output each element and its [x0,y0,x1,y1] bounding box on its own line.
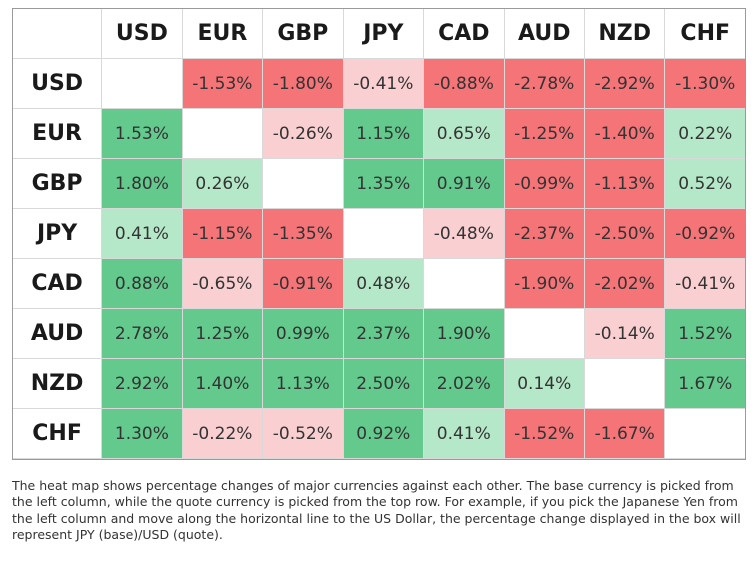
cell-aud-aud [503,308,585,359]
cell-eur-aud: -1.25% [503,108,585,159]
table-row-gbp: GBP 1.80% 0.26% 1.35% 0.91% -0.99% -1.13% 0.52% [11,158,746,209]
cell-nzd-nzd [583,358,666,409]
cell-cad-eur: -0.65% [181,258,264,309]
cell-eur-gbp: -0.26% [262,108,344,159]
cell-chf-gbp: -0.52% [262,408,344,459]
cell-gbp-nzd: -1.13% [583,158,666,209]
cell-gbp-eur: 0.26% [181,158,264,209]
row-header-cad: CAD [11,258,103,309]
cell-chf-cad: 0.41% [423,408,505,459]
cell-usd-eur: -1.53% [181,58,264,109]
table-row-chf: CHF 1.30% -0.22% -0.52% 0.92% 0.41% -1.52% -1.6… [11,408,746,459]
cell-chf-jpy: 0.92% [342,408,425,459]
table-row-cad: CAD 0.88% -0.65% -0.91% 0.48% -1.90% -2.02% -0.… [11,258,746,309]
column-header-gbp: GBP [262,8,344,59]
table-row-aud: AUD 2.78% 1.25% 0.99% 2.37% 1.90% -0.14% 1.52% [11,308,746,359]
row-header-usd: USD [11,58,103,109]
cell-cad-nzd: -2.02% [583,258,666,309]
column-header-nzd: NZD [583,8,666,59]
cell-usd-gbp: -1.80% [262,58,344,109]
cell-aud-jpy: 2.37% [342,308,425,359]
cell-chf-chf [664,408,746,459]
cell-jpy-usd: 0.41% [101,208,183,259]
cell-cad-gbp: -0.91% [262,258,344,309]
cell-jpy-gbp: -1.35% [262,208,344,259]
cell-jpy-nzd: -2.50% [583,208,666,259]
heatmap-body: USD -1.53% -1.80% -0.41% -0.88% -2.78% -2.92% -… [11,58,746,459]
cell-gbp-usd: 1.80% [101,158,183,209]
cell-aud-chf: 1.52% [664,308,746,359]
cell-gbp-gbp [262,158,344,209]
cell-nzd-eur: 1.40% [181,358,264,409]
row-header-gbp: GBP [11,158,103,209]
cell-nzd-cad: 2.02% [423,358,505,409]
column-header-jpy: JPY [342,8,425,59]
row-header-chf: CHF [11,408,103,459]
cell-chf-eur: -0.22% [181,408,264,459]
cell-eur-eur [181,108,264,159]
currency-heatmap: USD EUR GBP JPY CAD AUD NZD CHF USD -1.53% -1.80%… [11,8,746,459]
cell-aud-usd: 2.78% [101,308,183,359]
cell-cad-jpy: 0.48% [342,258,425,309]
cell-gbp-aud: -0.99% [503,158,585,209]
cell-chf-aud: -1.52% [503,408,585,459]
row-header-eur: EUR [11,108,103,159]
row-header-nzd: NZD [11,358,103,409]
cell-eur-chf: 0.22% [664,108,746,159]
cell-aud-eur: 1.25% [181,308,264,359]
column-header-usd: USD [101,8,183,59]
cell-nzd-chf: 1.67% [664,358,746,409]
cell-aud-gbp: 0.99% [262,308,344,359]
cell-gbp-chf: 0.52% [664,158,746,209]
cell-nzd-gbp: 1.13% [262,358,344,409]
cell-usd-usd [101,58,183,109]
table-row-jpy: JPY 0.41% -1.15% -1.35% -0.48% -2.37% -2.50% -0… [11,208,746,259]
header-row: USD EUR GBP JPY CAD AUD NZD CHF [11,8,746,59]
cell-aud-cad: 1.90% [423,308,505,359]
cell-chf-usd: 1.30% [101,408,183,459]
cell-eur-jpy: 1.15% [342,108,425,159]
row-header-aud: AUD [11,308,103,359]
caption-text: The heat map shows percentage changes of… [12,478,741,543]
cell-nzd-aud: 0.14% [503,358,585,409]
cell-usd-nzd: -2.92% [583,58,666,109]
cell-nzd-jpy: 2.50% [342,358,425,409]
cell-cad-cad [423,258,505,309]
cell-gbp-jpy: 1.35% [342,158,425,209]
cell-jpy-cad: -0.48% [423,208,505,259]
cell-usd-aud: -2.78% [503,58,585,109]
cell-gbp-cad: 0.91% [423,158,505,209]
cell-jpy-eur: -1.15% [181,208,264,259]
cell-cad-aud: -1.90% [503,258,585,309]
cell-chf-nzd: -1.67% [583,408,666,459]
corner-cell [11,8,103,59]
cell-cad-chf: -0.41% [664,258,746,309]
cell-usd-jpy: -0.41% [342,58,425,109]
column-header-chf: CHF [664,8,746,59]
cell-jpy-chf: -0.92% [664,208,746,259]
cell-eur-nzd: -1.40% [583,108,666,159]
cell-cad-usd: 0.88% [101,258,183,309]
cell-usd-chf: -1.30% [664,58,746,109]
cell-eur-usd: 1.53% [101,108,183,159]
table-row-usd: USD -1.53% -1.80% -0.41% -0.88% -2.78% -2.92% -… [11,58,746,109]
cell-eur-cad: 0.65% [423,108,505,159]
column-header-eur: EUR [181,8,264,59]
table-row-nzd: NZD 2.92% 1.40% 1.13% 2.50% 2.02% 0.14% 1.67% [11,358,746,409]
row-header-jpy: JPY [11,208,103,259]
table-row-eur: EUR 1.53% -0.26% 1.15% 0.65% -1.25% -1.40% 0.22… [11,108,746,159]
cell-jpy-aud: -2.37% [503,208,585,259]
cell-aud-nzd: -0.14% [583,308,666,359]
cell-nzd-usd: 2.92% [101,358,183,409]
column-header-aud: AUD [503,8,585,59]
cell-jpy-jpy [342,208,425,259]
column-header-cad: CAD [423,8,505,59]
cell-usd-cad: -0.88% [423,58,505,109]
